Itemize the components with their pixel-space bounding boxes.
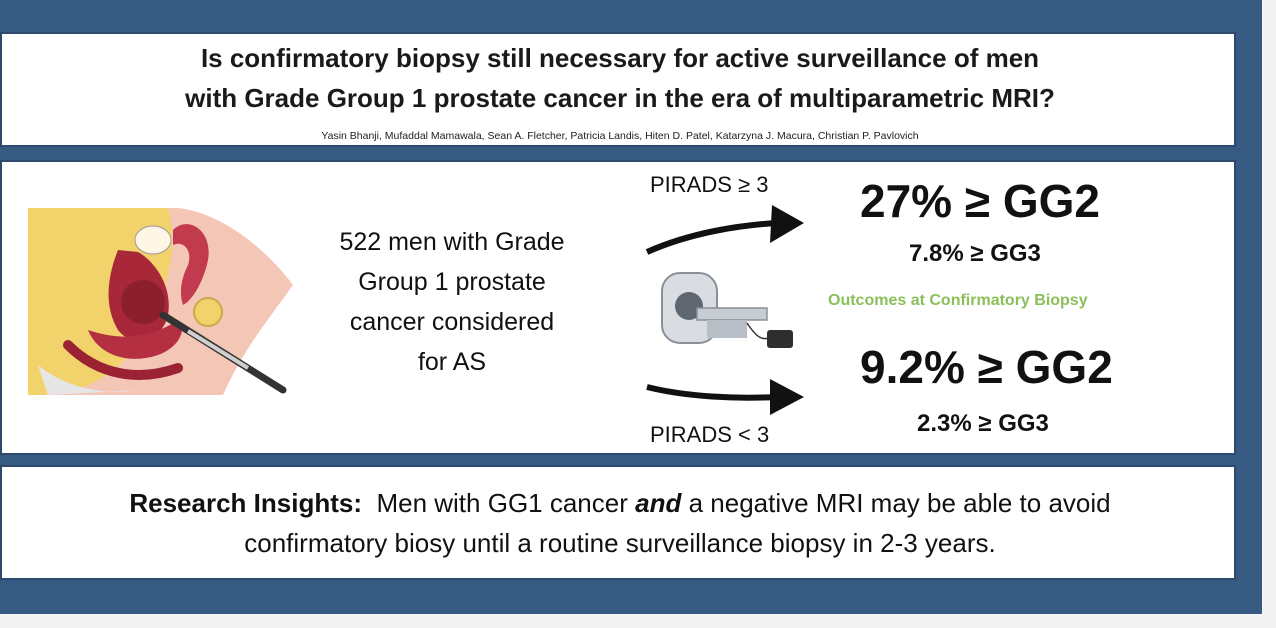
infographic-frame: Is confirmatory biopsy still necessary f… xyxy=(0,0,1262,614)
pirads-low-label: PIRADS < 3 xyxy=(650,422,770,447)
insight-line-1: Research Insights: Men with GG1 cancer a… xyxy=(2,483,1238,523)
research-insight-panel: Research Insights: Men with GG1 cancer a… xyxy=(0,465,1236,580)
pirads-high-gg3: 7.8% ≥ GG3 xyxy=(909,240,1041,267)
insight-text-a: Men with GG1 cancer xyxy=(376,488,628,518)
results-panel: 522 men with Grade Group 1 prostate canc… xyxy=(0,160,1236,455)
cohort-description: 522 men with Grade Group 1 prostate canc… xyxy=(292,222,612,382)
insight-emphasis: and xyxy=(635,488,682,518)
pirads-low-gg2: 9.2% ≥ GG2 xyxy=(860,341,1113,393)
cohort-line-1: 522 men with Grade xyxy=(339,228,565,256)
arrow-down-icon xyxy=(646,379,804,415)
cohort-line-3: cancer considered xyxy=(349,308,555,336)
pirads-high-label: PIRADS ≥ 3 xyxy=(650,172,769,197)
cohort-line-2: Group 1 prostate xyxy=(358,268,546,296)
outcomes-label: Outcomes at Confirmatory Biopsy xyxy=(828,292,1088,309)
title-line-1: Is confirmatory biopsy still necessary f… xyxy=(200,43,1040,73)
insight-label: Research Insights: xyxy=(129,488,362,518)
mri-scanner-icon xyxy=(661,272,793,348)
title-line-2: with Grade Group 1 prostate cancer in th… xyxy=(185,83,1055,113)
arrow-up-icon xyxy=(645,205,804,255)
cohort-line-4: for AS xyxy=(417,348,487,376)
insight-text-b: a negative MRI may be able to avoid xyxy=(688,488,1111,518)
pirads-high-gg2: 27% ≥ GG2 xyxy=(860,175,1101,227)
title-panel: Is confirmatory biopsy still necessary f… xyxy=(0,32,1236,147)
pirads-low-gg3: 2.3% ≥ GG3 xyxy=(917,410,1049,437)
authors: Yasin Bhanji, Mufaddal Mamawala, Sean A.… xyxy=(321,130,919,142)
insight-line-2: confirmatory biosy until a routine surve… xyxy=(244,528,996,558)
prostate-biopsy-anatomy-illustration xyxy=(28,208,293,395)
